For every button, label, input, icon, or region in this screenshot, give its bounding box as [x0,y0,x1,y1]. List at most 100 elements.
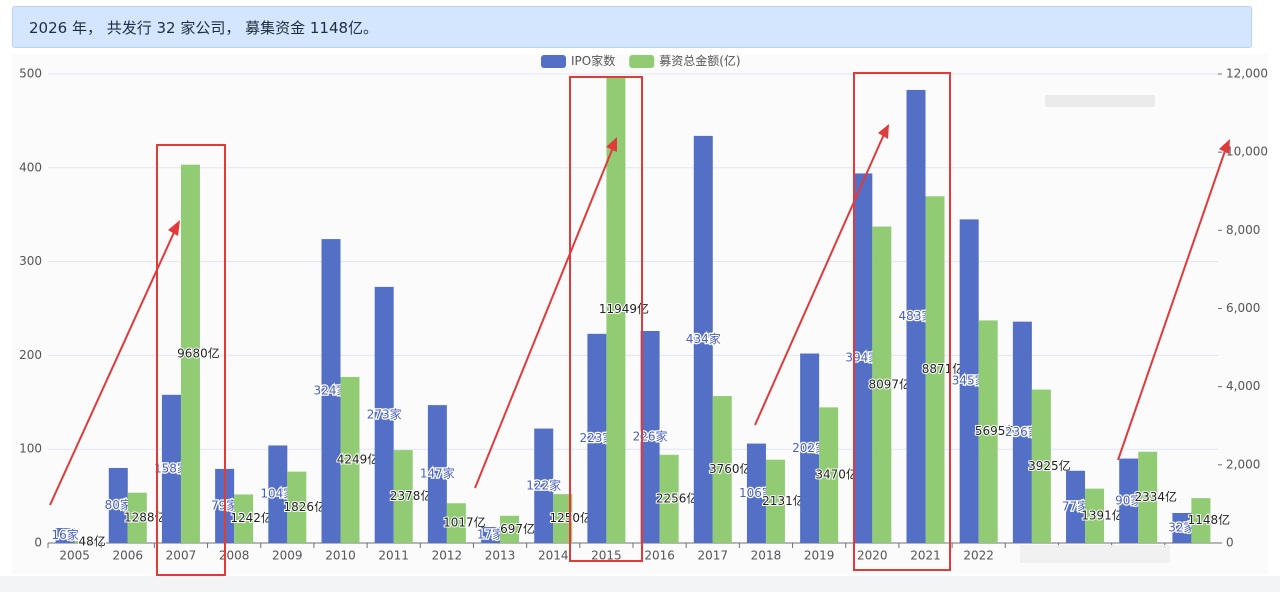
data-label: 236家 [1005,424,1040,439]
bar [959,219,979,543]
y-tick-label: 500 [19,67,42,81]
data-label: 5695亿 [975,423,1018,438]
y2-tick-label: 2,000 [1226,457,1260,471]
data-label: 1391亿 [1081,507,1124,522]
data-label: 8097亿 [869,376,912,391]
bar [1172,512,1192,543]
bar [693,135,713,543]
data-label: 32家 [1168,519,1195,534]
x-tick-label: 2008 [219,549,250,563]
x-tick-label: 2016 [644,549,675,563]
arrow [49,227,177,506]
data-label: 2256亿 [656,490,699,505]
bar [659,454,679,543]
bar [74,541,94,543]
highlight-box [156,144,226,576]
data-label: 434家 [686,331,721,346]
legend-label: 募资总金额(亿) [659,53,740,68]
x-tick-label: 2006 [112,549,143,563]
arrow-head [1219,139,1230,154]
x-tick-label: 2009 [272,549,303,563]
bar [553,494,573,543]
arrow [1117,147,1227,461]
data-label: 483家 [899,308,934,323]
x-tick-label: 2017 [697,549,728,563]
bar [925,196,945,543]
bar [906,89,926,544]
data-label: 1017亿 [443,515,486,530]
x-tick-label: 2020 [857,549,888,563]
bar [234,494,254,543]
data-label: 345家 [952,373,987,388]
bar [872,226,892,544]
x-tick-label: 2015 [591,549,622,563]
data-label: 122家 [526,477,561,492]
bar [481,527,501,543]
data-label: 226家 [633,429,668,444]
data-label: 90家 [1115,492,1142,507]
y2-tick-label: 4,000 [1226,379,1260,393]
data-label: 158家 [154,460,189,475]
x-tick-label: 2013 [485,549,516,563]
bar [268,445,288,543]
bar [819,407,839,543]
data-label: 17家 [477,527,504,542]
arrow [474,144,615,489]
data-label: 223家 [579,430,614,445]
footer-strip [0,576,1280,592]
bar [1119,458,1139,543]
y-tick-label: 0 [34,536,42,550]
highlight-box [853,72,951,571]
x-tick-label: 2010 [325,549,356,563]
arrow-head [168,220,180,236]
bar [978,320,998,543]
bar [853,173,873,544]
data-label: 2131亿 [762,493,805,508]
bar [1012,321,1032,543]
data-label: 1826亿 [284,499,327,514]
data-label: 8871亿 [922,361,965,376]
bar [712,396,732,543]
y-tick-label: 300 [19,254,42,268]
bar [640,331,660,543]
legend-label: IPO家数 [571,53,615,68]
watermark [1045,95,1155,107]
watermark [1020,545,1170,563]
bar [55,527,75,543]
data-label: 697亿 [500,521,535,536]
x-tick-label: 2019 [804,549,835,563]
data-label: 106家 [739,485,774,500]
data-label: 48亿 [78,534,105,549]
x-tick-label: 2014 [538,549,569,563]
bar [606,75,626,543]
bar [374,286,394,543]
x-tick-label: 2011 [378,549,409,563]
legend-swatch [541,55,566,68]
data-label: 202家 [792,440,827,455]
x-tick-label: 2022 [963,549,994,563]
y2-tick-label: 8,000 [1226,223,1260,237]
data-label: 80家 [105,497,132,512]
bar [393,450,413,543]
bar [1191,498,1211,543]
x-tick-label: 2005 [59,549,90,563]
bar [161,394,181,543]
y2-tick-label: 12,000 [1226,67,1268,81]
data-label: 1148亿 [1188,512,1231,527]
data-label: 104家 [260,486,295,501]
bar [446,503,466,543]
bar [1138,451,1158,543]
data-label: 4249亿 [337,451,380,466]
bar [765,459,785,543]
bar [127,492,147,543]
data-label: 3925亿 [1028,458,1071,473]
bar [321,239,341,543]
bar [108,467,128,543]
bar [340,376,360,543]
bar [180,164,200,543]
bar [427,405,447,543]
x-tick-label: 2012 [432,549,463,563]
bar [1085,488,1105,543]
